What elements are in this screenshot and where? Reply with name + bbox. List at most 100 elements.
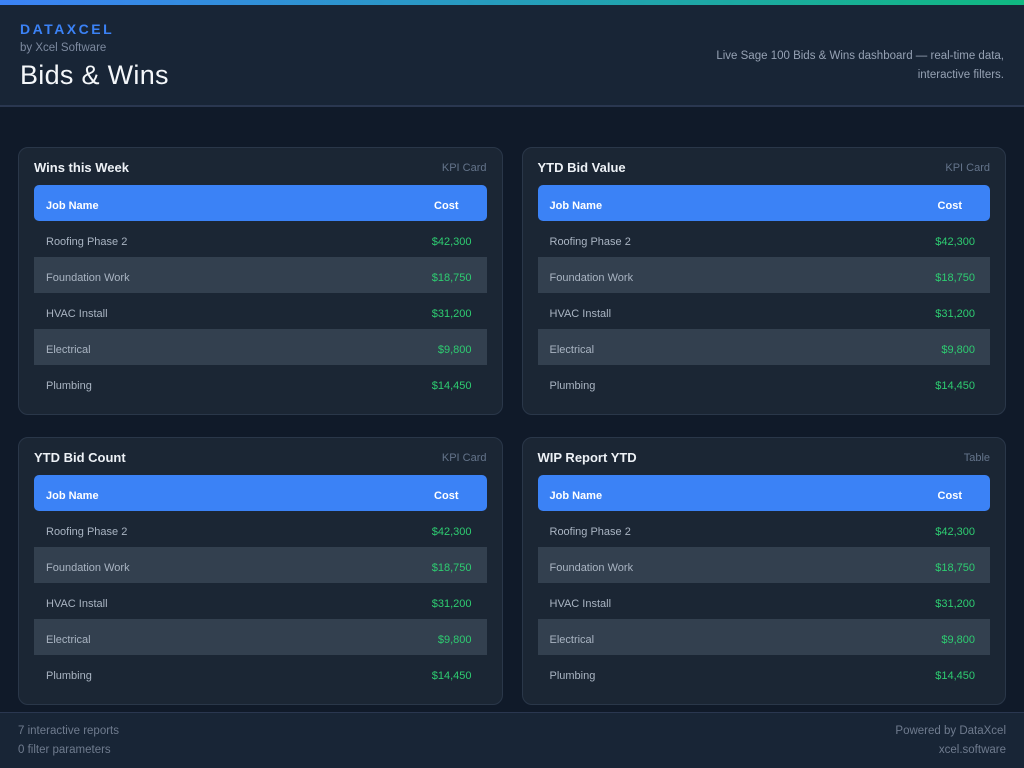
card-title: WIP Report YTD bbox=[537, 450, 637, 465]
powered-by: Powered by DataXcel bbox=[895, 725, 1006, 738]
card-header: YTD Bid Count KPI Card bbox=[34, 450, 487, 465]
table-row: Roofing Phase 2 $42,300 bbox=[34, 511, 487, 547]
job-name-cell: HVAC Install bbox=[46, 308, 108, 320]
dashboard-description-line2: interactive filters. bbox=[917, 69, 1004, 82]
cost-cell: $18,750 bbox=[935, 562, 975, 574]
table-row: Electrical $9,800 bbox=[537, 329, 990, 365]
table-row: Plumbing $14,450 bbox=[34, 365, 487, 401]
job-name-cell: Plumbing bbox=[46, 670, 92, 682]
card-header: WIP Report YTD Table bbox=[538, 450, 991, 465]
page-title: Bids & Wins bbox=[20, 60, 169, 90]
job-name-cell: Roofing Phase 2 bbox=[549, 236, 631, 248]
job-name-cell: Roofing Phase 2 bbox=[46, 236, 128, 248]
table-row: Roofing Phase 2 $42,300 bbox=[538, 221, 991, 257]
job-name-cell: HVAC Install bbox=[549, 598, 612, 610]
cost-cell: $42,300 bbox=[935, 236, 975, 248]
jobs-table: Job Name Cost Roofing Phase 2 $42,300 Fo… bbox=[34, 475, 487, 691]
cost-cell: $42,300 bbox=[935, 526, 975, 538]
job-name-cell: Plumbing bbox=[549, 380, 596, 392]
cost-cell: $18,750 bbox=[431, 562, 472, 574]
cost-cell: $14,450 bbox=[431, 670, 472, 682]
card-type-badge: Table bbox=[963, 451, 990, 464]
job-name-cell: Roofing Phase 2 bbox=[549, 526, 631, 538]
table-row: Foundation Work $18,750 bbox=[537, 257, 990, 293]
cost-cell: $14,450 bbox=[935, 670, 975, 682]
table-row: Roofing Phase 2 $42,300 bbox=[538, 511, 991, 547]
table-row: Plumbing $14,450 bbox=[34, 655, 487, 691]
job-name-cell: HVAC Install bbox=[46, 598, 108, 610]
table-row: HVAC Install $31,200 bbox=[538, 583, 991, 619]
column-header-cost: Cost bbox=[434, 200, 459, 212]
cost-cell: $31,200 bbox=[935, 308, 975, 320]
cost-cell: $42,300 bbox=[431, 236, 472, 248]
app-header: DATAXCEL by Xcel Software Bids & Wins Li… bbox=[0, 5, 1024, 107]
column-header-cost: Cost bbox=[937, 200, 962, 212]
column-header-cost: Cost bbox=[937, 490, 962, 502]
table-header-row: Job Name Cost bbox=[34, 475, 487, 511]
cost-cell: $9,800 bbox=[941, 344, 975, 356]
cost-cell: $31,200 bbox=[935, 598, 975, 610]
job-name-cell: Electrical bbox=[549, 344, 595, 356]
card-header: YTD Bid Value KPI Card bbox=[538, 160, 991, 175]
cost-cell: $18,750 bbox=[431, 272, 472, 284]
jobs-table: Job Name Cost Roofing Phase 2 $42,300 Fo… bbox=[537, 185, 991, 401]
card-type-badge: KPI Card bbox=[945, 161, 990, 174]
job-name-cell: Foundation Work bbox=[46, 562, 130, 574]
job-name-cell: HVAC Install bbox=[549, 308, 612, 320]
table-header-row: Job Name Cost bbox=[537, 475, 990, 511]
cost-cell: $9,800 bbox=[437, 634, 472, 646]
cost-cell: $9,800 bbox=[941, 634, 975, 646]
column-header-job-name: Job Name bbox=[549, 200, 603, 212]
table-header-row: Job Name Cost bbox=[537, 185, 990, 221]
brand-byline: by Xcel Software bbox=[20, 42, 107, 54]
card-ytd-bid-value[interactable]: YTD Bid Value KPI Card Job Name Cost Roo… bbox=[521, 147, 1006, 415]
table-row: Foundation Work $18,750 bbox=[34, 547, 487, 583]
card-ytd-bid-count[interactable]: YTD Bid Count KPI Card Job Name Cost Roo… bbox=[18, 437, 503, 705]
cost-cell: $31,200 bbox=[431, 598, 472, 610]
card-wip-report-ytd[interactable]: WIP Report YTD Table Job Name Cost Roofi… bbox=[521, 437, 1006, 705]
cost-cell: $14,450 bbox=[431, 380, 472, 392]
table-row: Electrical $9,800 bbox=[537, 619, 990, 655]
column-header-cost: Cost bbox=[434, 490, 459, 502]
card-type-badge: KPI Card bbox=[441, 451, 487, 464]
table-row: Electrical $9,800 bbox=[34, 619, 487, 655]
table-row: Plumbing $14,450 bbox=[538, 655, 991, 691]
job-name-cell: Foundation Work bbox=[549, 562, 634, 574]
column-header-job-name: Job Name bbox=[46, 200, 99, 212]
job-name-cell: Roofing Phase 2 bbox=[46, 526, 128, 538]
cost-cell: $31,200 bbox=[431, 308, 472, 320]
jobs-table: Job Name Cost Roofing Phase 2 $42,300 Fo… bbox=[34, 185, 487, 401]
filters-count: 0 filter parameters bbox=[18, 743, 111, 756]
card-title: YTD Bid Value bbox=[537, 160, 626, 175]
cost-cell: $14,450 bbox=[935, 380, 975, 392]
job-name-cell: Plumbing bbox=[549, 670, 596, 682]
column-header-job-name: Job Name bbox=[46, 490, 99, 502]
table-row: Plumbing $14,450 bbox=[538, 365, 991, 401]
table-row: HVAC Install $31,200 bbox=[538, 293, 991, 329]
table-row: Roofing Phase 2 $42,300 bbox=[34, 221, 487, 257]
table-row: Foundation Work $18,750 bbox=[537, 547, 990, 583]
card-title: YTD Bid Count bbox=[34, 450, 126, 465]
cost-cell: $9,800 bbox=[437, 344, 472, 356]
card-title: Wins this Week bbox=[34, 160, 129, 175]
table-row: HVAC Install $31,200 bbox=[34, 583, 487, 619]
dashboard-description: Live Sage 100 Bids & Wins dashboard — re… bbox=[716, 47, 1004, 91]
cost-cell: $18,750 bbox=[935, 272, 975, 284]
card-wins-this-week[interactable]: Wins this Week KPI Card Job Name Cost Ro… bbox=[18, 147, 503, 415]
top-accent-gradient-bar bbox=[0, 0, 1024, 5]
table-row: Electrical $9,800 bbox=[34, 329, 487, 365]
job-name-cell: Plumbing bbox=[46, 380, 92, 392]
website-link[interactable]: xcel.software bbox=[938, 743, 1006, 756]
column-header-job-name: Job Name bbox=[549, 490, 603, 502]
header-brand-block: DATAXCEL by Xcel Software Bids & Wins bbox=[20, 21, 169, 91]
job-name-cell: Electrical bbox=[46, 344, 91, 356]
reports-count: 7 interactive reports bbox=[18, 725, 119, 738]
card-header: Wins this Week KPI Card bbox=[34, 160, 487, 175]
dashboard-grid: Wins this Week KPI Card Job Name Cost Ro… bbox=[0, 107, 1024, 712]
card-type-badge: KPI Card bbox=[441, 161, 487, 174]
table-row: Foundation Work $18,750 bbox=[34, 257, 487, 293]
job-name-cell: Electrical bbox=[46, 634, 91, 646]
brand-name: DATAXCEL bbox=[20, 21, 115, 37]
dashboard-description-line1: Live Sage 100 Bids & Wins dashboard — re… bbox=[716, 50, 1004, 63]
job-name-cell: Foundation Work bbox=[46, 272, 130, 284]
